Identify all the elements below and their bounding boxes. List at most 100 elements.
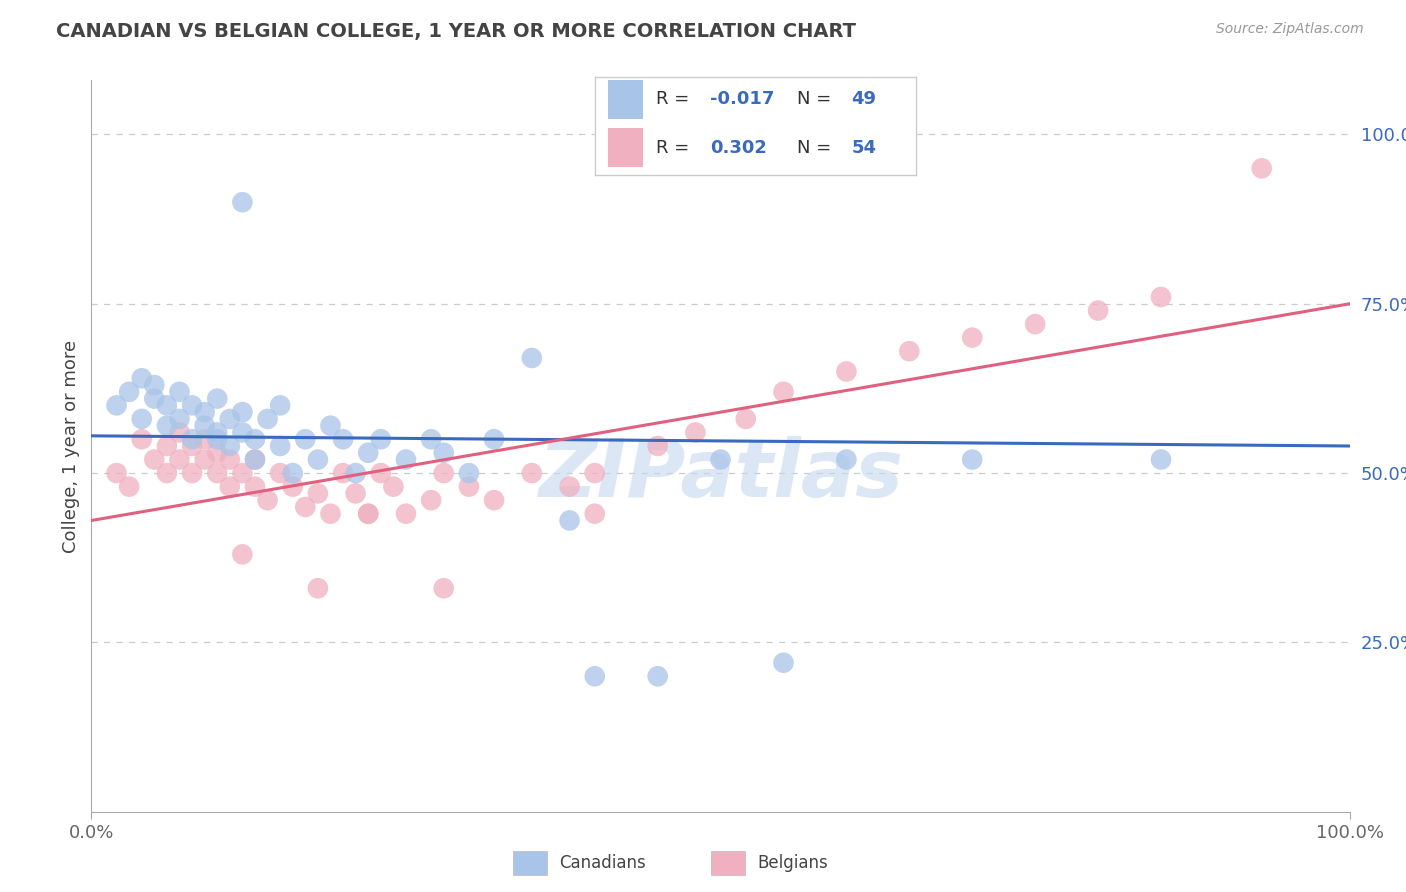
Text: Belgians: Belgians	[758, 854, 828, 872]
Point	[319, 418, 342, 433]
Point	[194, 418, 217, 433]
Point	[218, 439, 240, 453]
Point	[395, 507, 418, 521]
Point	[281, 466, 304, 480]
Point	[243, 452, 266, 467]
Point	[181, 432, 204, 446]
Point	[433, 446, 456, 460]
Point	[105, 398, 128, 412]
Point	[647, 669, 669, 683]
Point	[269, 398, 291, 412]
Point	[962, 331, 984, 345]
Point	[181, 466, 204, 480]
Point	[357, 446, 380, 460]
Point	[131, 432, 153, 446]
Point	[420, 432, 443, 446]
Text: CANADIAN VS BELGIAN COLLEGE, 1 YEAR OR MORE CORRELATION CHART: CANADIAN VS BELGIAN COLLEGE, 1 YEAR OR M…	[56, 22, 856, 41]
Point	[205, 425, 228, 440]
Point	[583, 507, 606, 521]
Point	[319, 507, 342, 521]
Point	[143, 452, 166, 467]
Point	[520, 351, 543, 365]
Point	[835, 452, 858, 467]
Text: Source: ZipAtlas.com: Source: ZipAtlas.com	[1216, 22, 1364, 37]
Point	[181, 439, 204, 453]
Point	[482, 493, 505, 508]
Point	[520, 466, 543, 480]
Point	[962, 452, 984, 467]
Point	[307, 452, 329, 467]
Point	[205, 446, 228, 460]
Y-axis label: College, 1 year or more: College, 1 year or more	[62, 340, 80, 552]
Point	[395, 452, 418, 467]
Point	[294, 432, 316, 446]
Point	[898, 344, 921, 359]
Point	[583, 466, 606, 480]
Point	[243, 452, 266, 467]
Point	[169, 425, 191, 440]
Point	[583, 669, 606, 683]
Point	[294, 500, 316, 514]
Point	[169, 452, 191, 467]
Point	[344, 466, 367, 480]
Point	[131, 412, 153, 426]
Point	[231, 466, 253, 480]
Point	[1024, 317, 1046, 331]
Text: ZIPatlas: ZIPatlas	[538, 436, 903, 515]
Point	[685, 425, 707, 440]
Point	[307, 486, 329, 500]
Point	[169, 412, 191, 426]
Point	[194, 405, 217, 419]
Point	[1087, 303, 1109, 318]
Point	[482, 432, 505, 446]
Point	[205, 392, 228, 406]
Point	[734, 412, 756, 426]
Point	[457, 480, 479, 494]
Point	[332, 432, 354, 446]
Point	[558, 514, 581, 528]
Point	[357, 507, 380, 521]
Point	[194, 452, 217, 467]
Point	[433, 466, 456, 480]
Point	[307, 581, 329, 595]
Bar	[711, 851, 745, 875]
Point	[243, 480, 266, 494]
Point	[332, 466, 354, 480]
Point	[156, 466, 179, 480]
Point	[357, 507, 380, 521]
Point	[433, 581, 456, 595]
Point	[131, 371, 153, 385]
Point	[205, 466, 228, 480]
Point	[281, 480, 304, 494]
Point	[143, 392, 166, 406]
Point	[558, 480, 581, 494]
Point	[218, 480, 240, 494]
Point	[231, 405, 253, 419]
Point	[218, 452, 240, 467]
Point	[1150, 452, 1173, 467]
Point	[218, 412, 240, 426]
Point	[835, 364, 858, 378]
Point	[269, 466, 291, 480]
Point	[420, 493, 443, 508]
Point	[382, 480, 405, 494]
Point	[169, 384, 191, 399]
Point	[118, 480, 141, 494]
Point	[370, 466, 392, 480]
Point	[231, 195, 253, 210]
Point	[370, 432, 392, 446]
Point	[256, 412, 278, 426]
Point	[118, 384, 141, 399]
Point	[156, 439, 179, 453]
Point	[105, 466, 128, 480]
Point	[231, 547, 253, 561]
Point	[143, 378, 166, 392]
Point	[256, 493, 278, 508]
Point	[709, 452, 731, 467]
Point	[1250, 161, 1272, 176]
Point	[194, 432, 217, 446]
Point	[156, 418, 179, 433]
Point	[205, 432, 228, 446]
Point	[231, 425, 253, 440]
Point	[269, 439, 291, 453]
